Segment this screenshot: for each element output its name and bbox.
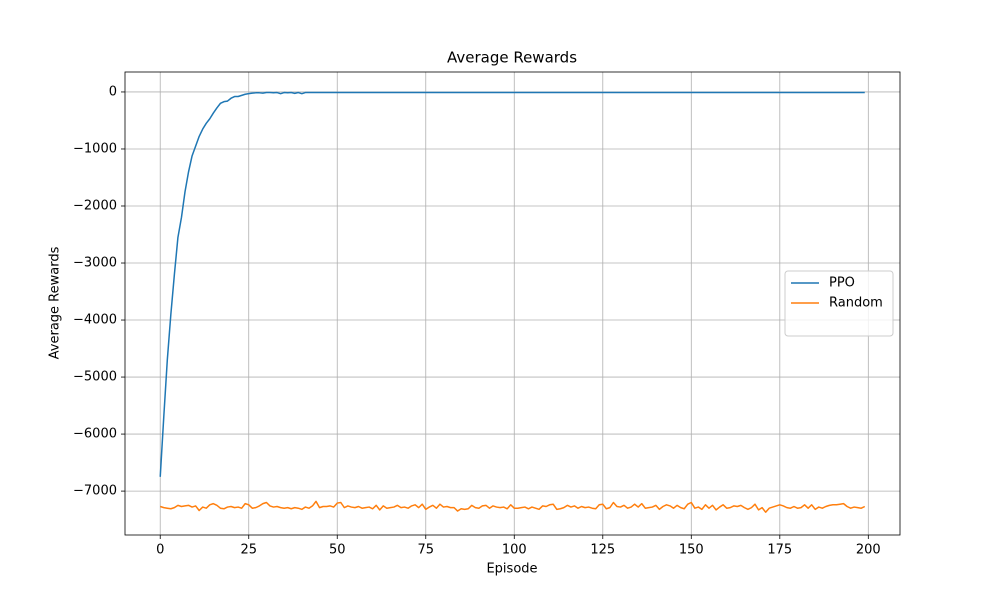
chart-title: Average Rewards <box>447 49 577 67</box>
legend-label: Random <box>829 296 883 311</box>
legend-box <box>784 270 894 337</box>
y-tick-label: 0 <box>109 84 117 99</box>
y-tick-label: −3000 <box>73 256 117 271</box>
x-tick-label: 150 <box>679 543 704 558</box>
legend-label: PPO <box>829 276 855 291</box>
x-tick-label: 200 <box>856 543 881 558</box>
y-tick-label: −6000 <box>73 427 117 442</box>
series-line <box>160 500 866 513</box>
x-tick-label: 100 <box>502 543 527 558</box>
plot-frame <box>124 71 901 536</box>
series-line <box>159 91 865 477</box>
y-tick-label: −2000 <box>73 198 117 213</box>
x-tick-label: 175 <box>767 543 792 558</box>
x-axis-label: Episode <box>486 562 537 577</box>
x-tick-label: 25 <box>240 543 257 558</box>
y-tick-label: −4000 <box>73 313 117 328</box>
x-tick-label: 0 <box>156 543 164 558</box>
x-tick-label: 75 <box>417 543 434 558</box>
y-axis-label: Average Rewards <box>48 246 63 359</box>
y-tick-label: −7000 <box>73 484 117 499</box>
x-tick-label: 125 <box>590 543 615 558</box>
x-tick-label: 50 <box>329 543 346 558</box>
y-tick-label: −1000 <box>73 141 117 156</box>
y-tick-label: −5000 <box>73 370 117 385</box>
